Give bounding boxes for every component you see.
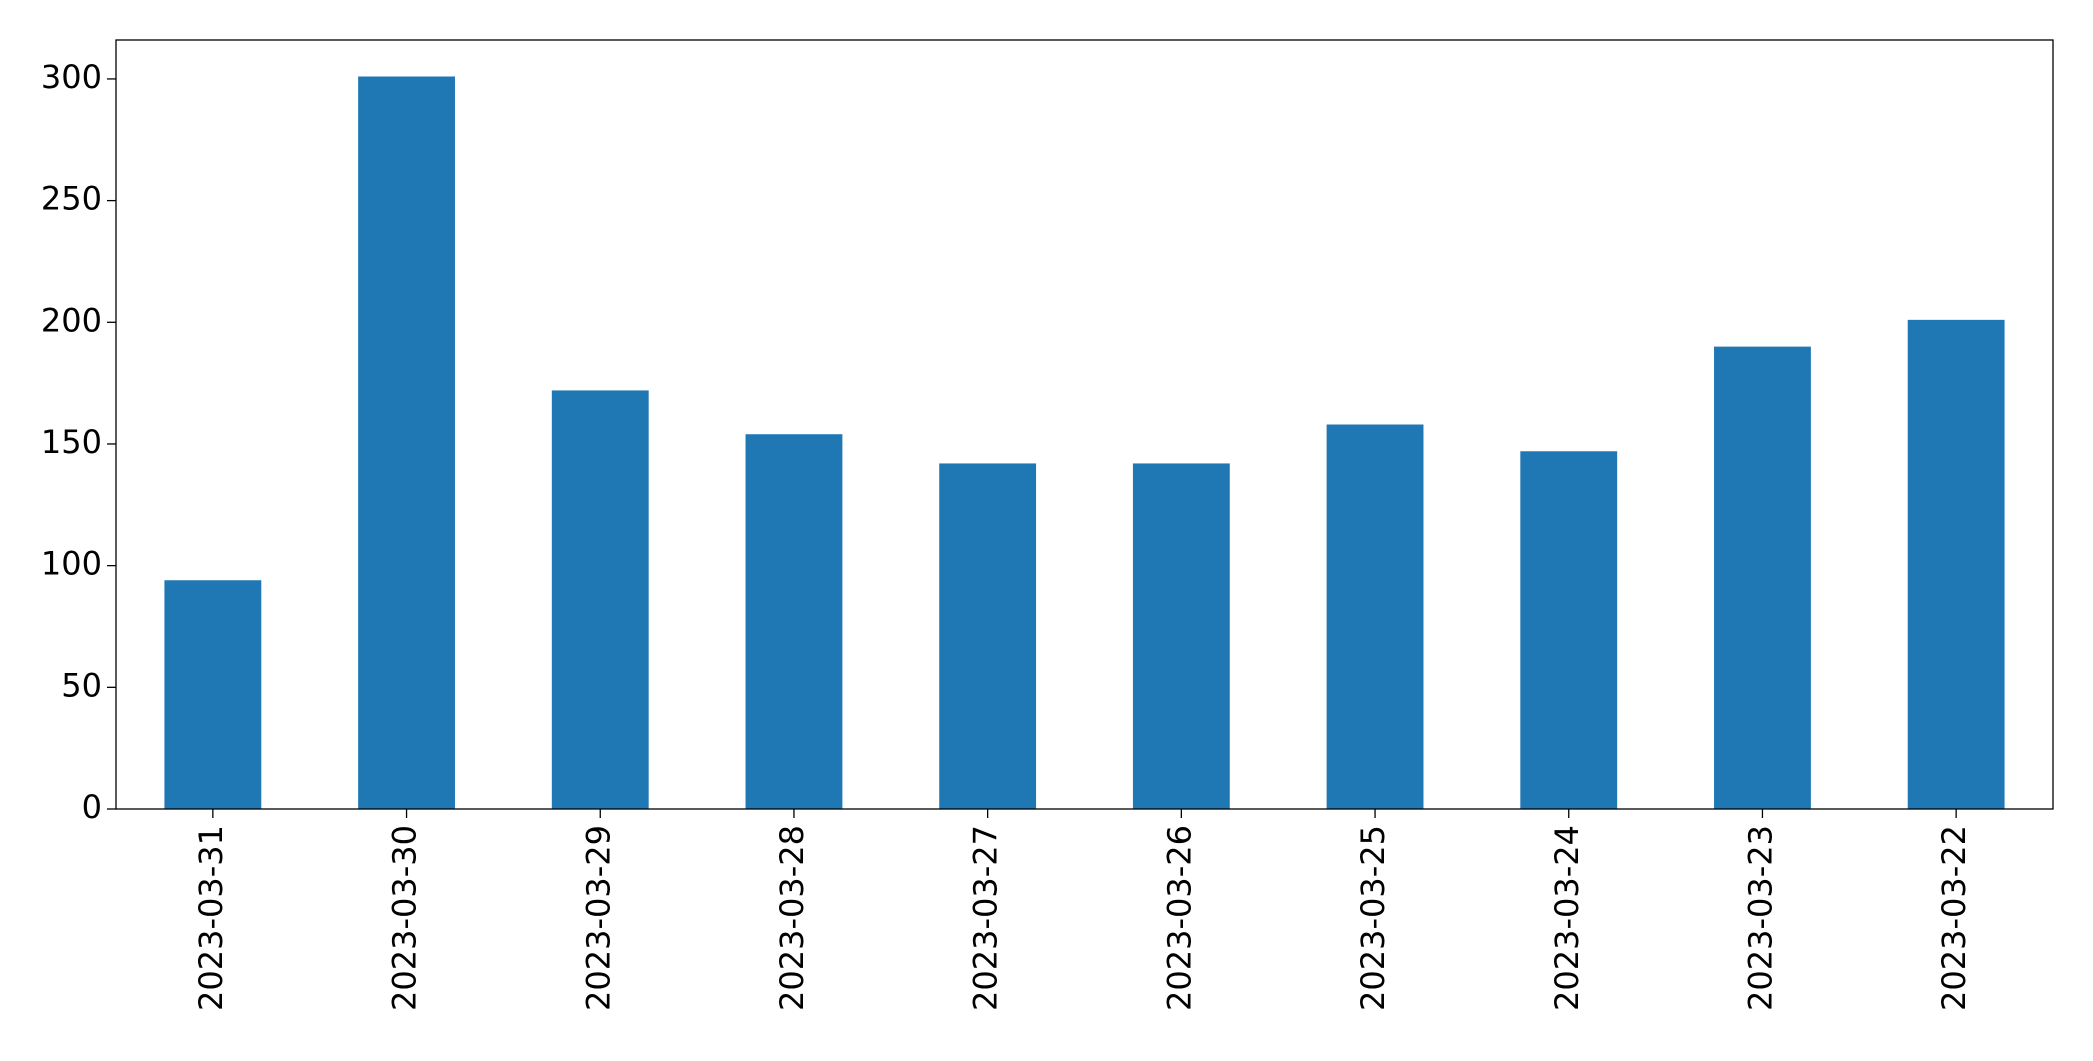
bar <box>551 390 649 809</box>
y-tick-label: 200 <box>41 301 102 339</box>
bar <box>745 434 843 809</box>
bar <box>939 463 1037 809</box>
y-tick-label: 100 <box>41 545 102 583</box>
y-tick-label: 50 <box>61 666 102 704</box>
bar <box>1132 463 1230 809</box>
x-tick-label: 2023-03-24 <box>1548 825 1586 1011</box>
x-tick-label: 2023-03-26 <box>1160 825 1198 1011</box>
x-tick-label: 2023-03-28 <box>773 825 811 1011</box>
x-tick-label: 2023-03-22 <box>1935 825 1973 1011</box>
bar <box>1520 451 1618 809</box>
bar <box>1714 346 1811 809</box>
bar <box>1907 319 2005 809</box>
x-tick-label: 2023-03-30 <box>386 825 424 1011</box>
y-tick-label: 250 <box>41 180 102 218</box>
plot-frame <box>115 39 2054 810</box>
bar <box>358 76 455 809</box>
x-tick-label: 2023-03-23 <box>1741 825 1779 1011</box>
x-tick-label: 2023-03-27 <box>967 825 1005 1011</box>
bar <box>164 580 262 809</box>
y-tick-label: 150 <box>41 423 102 461</box>
x-tick-label: 2023-03-25 <box>1354 825 1392 1011</box>
y-tick-label: 0 <box>82 788 102 826</box>
x-tick-label: 2023-03-31 <box>192 825 230 1011</box>
bar <box>1326 424 1424 809</box>
x-tick-label: 2023-03-29 <box>579 825 617 1011</box>
y-tick-label: 300 <box>41 58 102 96</box>
